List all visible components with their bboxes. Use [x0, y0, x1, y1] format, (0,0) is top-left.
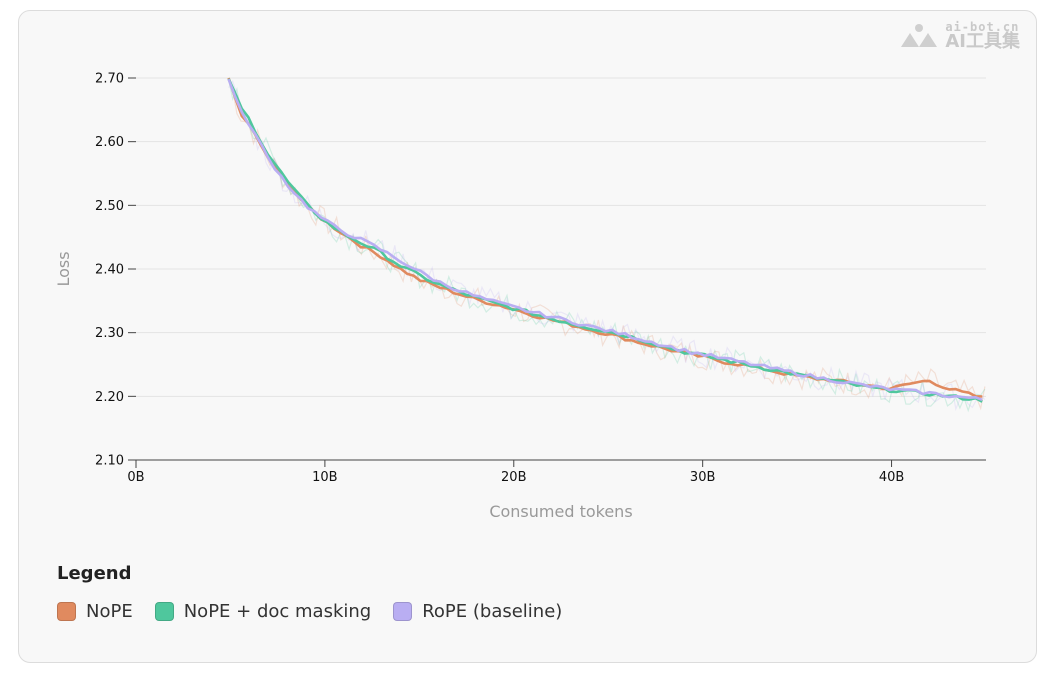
legend-label-nope: NoPE [86, 601, 133, 622]
x-tick-label: 30B [690, 470, 715, 485]
x-tick-label: 40B [879, 470, 904, 485]
watermark: ai-bot.cn AI工具集 [899, 21, 1020, 51]
y-tick-label: 2.50 [95, 199, 124, 214]
x-tick-label: 20B [501, 470, 526, 485]
y-tick-label: 2.70 [95, 72, 124, 87]
y-tick-label: 2.30 [95, 326, 124, 341]
loss-chart: 2.10 2.20 2.30 2.40 2.50 2.60 2.70 0B 10B 20B 30B 4… [54, 72, 986, 521]
raw-curve-rope-baseline [228, 79, 986, 412]
axes: 2.10 2.20 2.30 2.40 2.50 2.60 2.70 0B 10B 20B 30B 4… [95, 72, 986, 485]
legend-title: Legend [57, 563, 132, 584]
legend: NoPE NoPE + doc masking RoPE (baseline) [57, 601, 562, 622]
series-line-nope-doc-masking [227, 78, 983, 403]
legend-item-rope-baseline[interactable]: RoPE (baseline) [393, 601, 562, 622]
chart-card: ai-bot.cn AI工具集 2.10 2.20 2.30 2.40 2.50 2.60… [18, 10, 1037, 663]
legend-label-nope-doc-masking: NoPE + doc masking [183, 601, 372, 622]
watermark-url: ai-bot.cn [945, 20, 1020, 34]
y-tick-label: 2.20 [95, 390, 124, 405]
watermark-logo-icon [901, 24, 938, 47]
legend-item-nope-doc-masking[interactable]: NoPE + doc masking [154, 601, 372, 622]
legend-swatch-nope [57, 602, 76, 621]
series-line-rope-baseline [227, 78, 983, 402]
x-tick-label: 10B [312, 470, 337, 485]
raw-curve-nope [228, 77, 986, 411]
y-axis-title: Loss [54, 251, 73, 286]
legend-swatch-nope-doc-masking [154, 602, 174, 621]
x-axis-title: Consumed tokens [489, 502, 632, 521]
x-tick-label: 0B [127, 470, 144, 485]
y-tick-label: 2.10 [95, 454, 124, 469]
legend-item-nope[interactable]: NoPE [57, 601, 133, 622]
legend-swatch-rope-baseline [393, 602, 413, 621]
y-tick-label: 2.40 [95, 263, 124, 278]
y-tick-label: 2.60 [95, 135, 124, 150]
smoothed-series [227, 77, 983, 403]
legend-label-rope-baseline: RoPE (baseline) [422, 601, 563, 622]
watermark-name: AI工具集 [945, 31, 1020, 52]
raw-curve-nope-doc-masking [228, 79, 986, 413]
raw-noisy-curves [228, 77, 986, 413]
grid-lines [136, 77, 986, 397]
